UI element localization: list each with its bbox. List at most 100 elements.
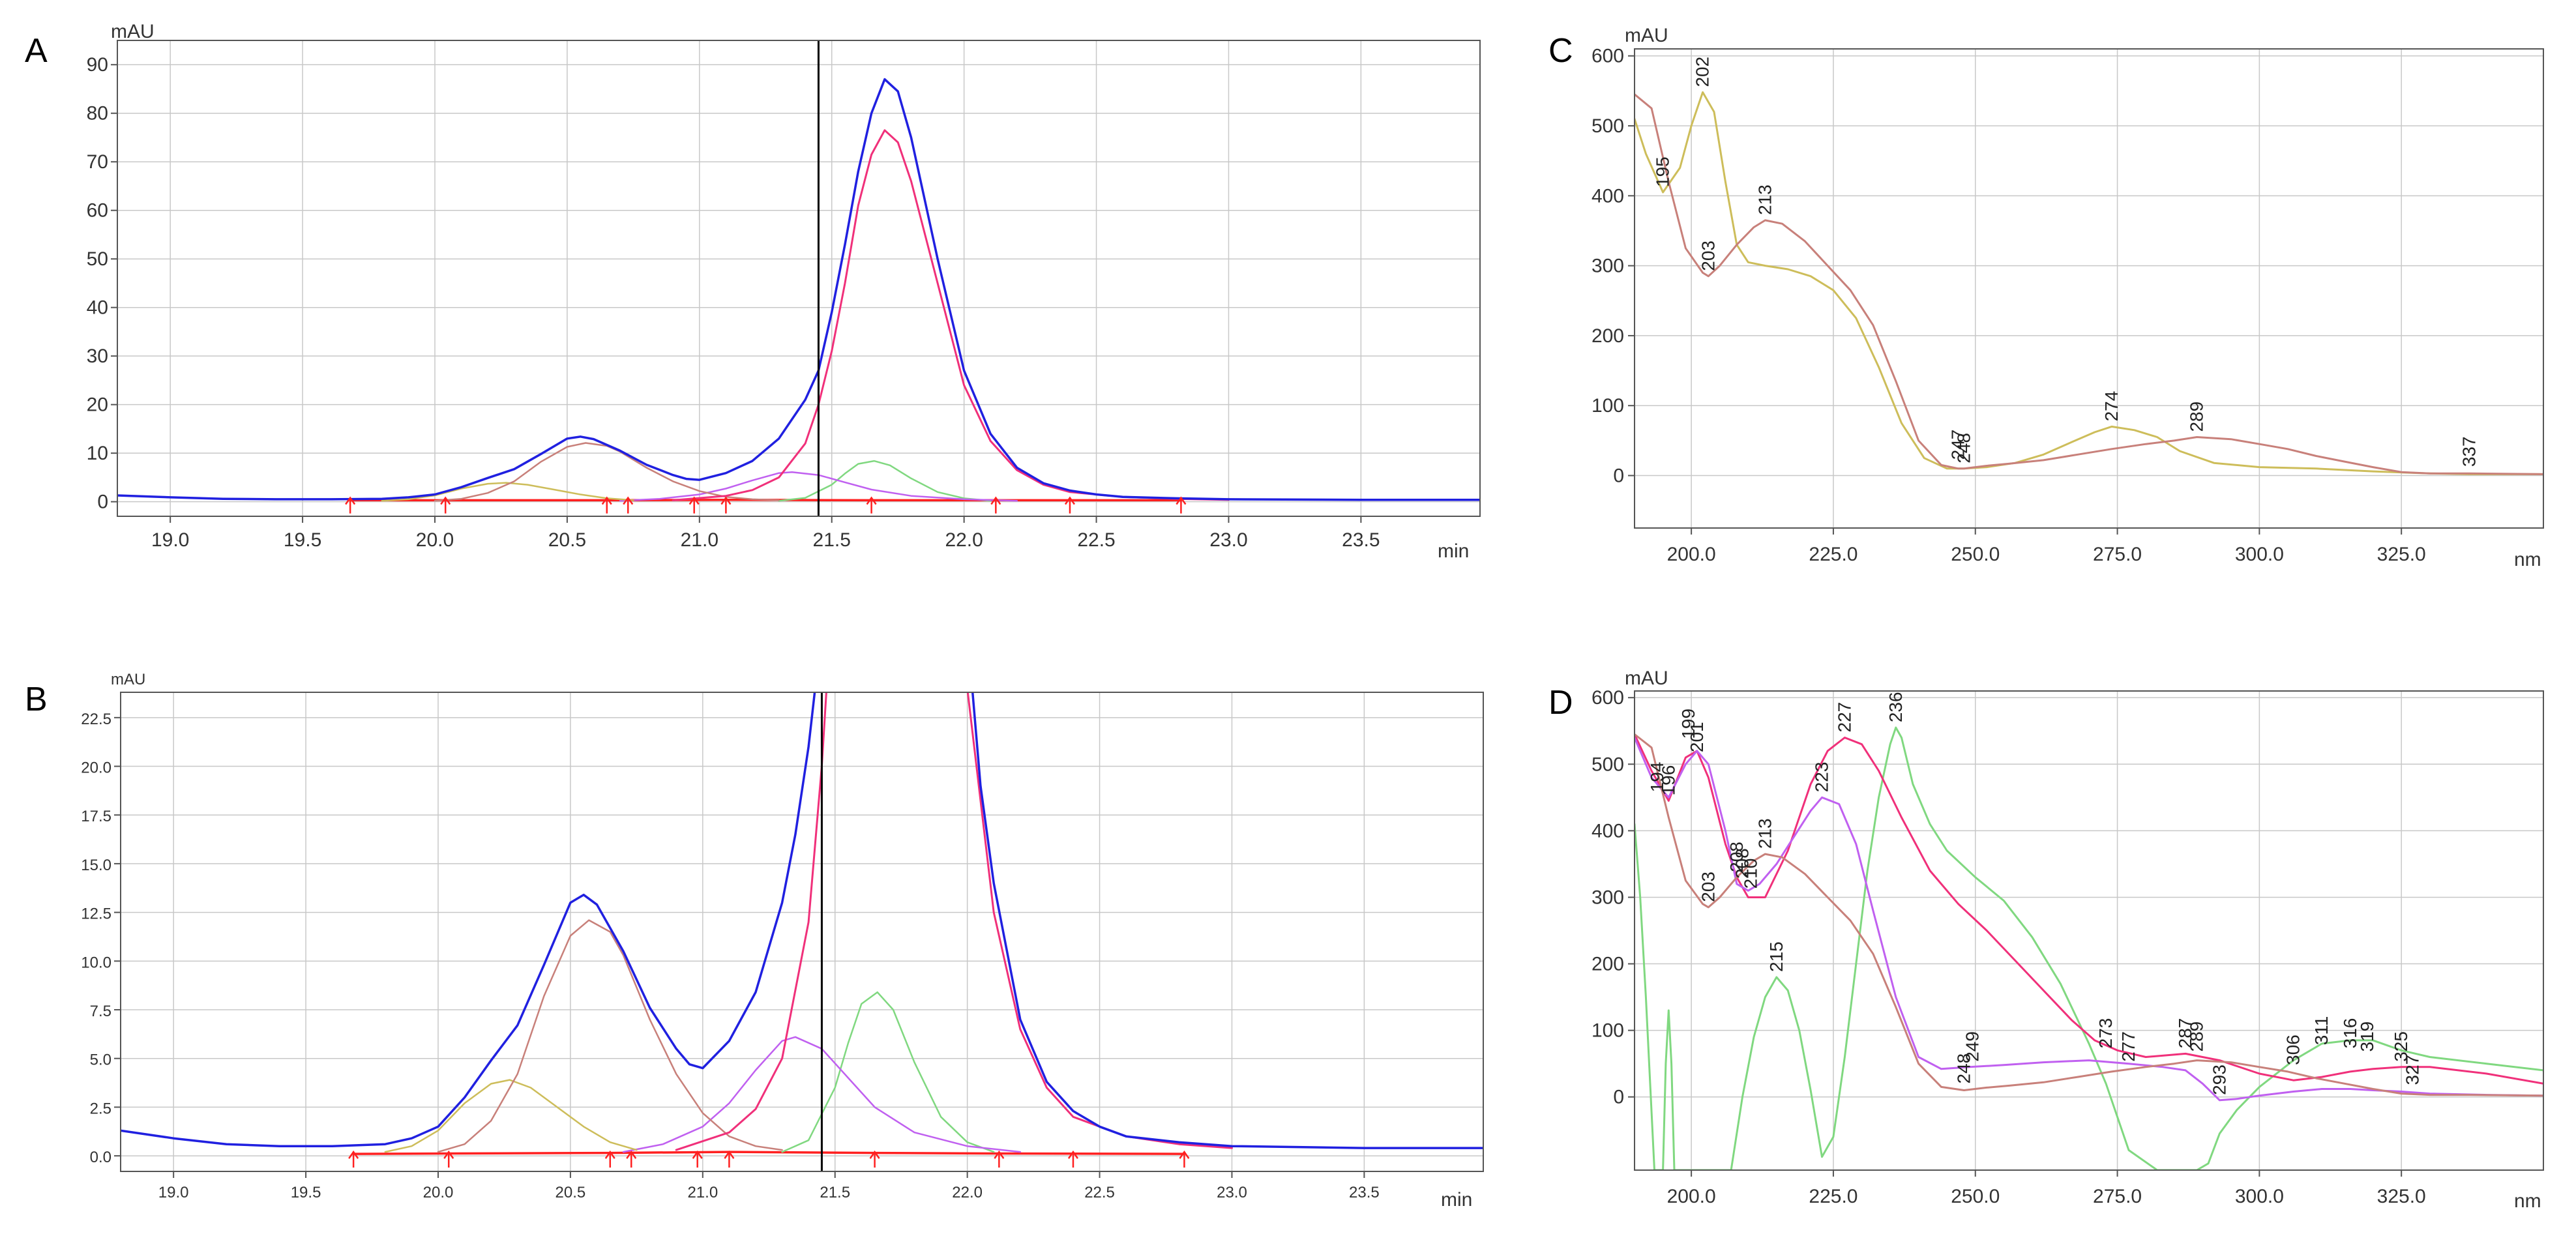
- panel-a-y-tick-label: 40: [87, 297, 108, 319]
- panel-a-y-tick-label: 30: [87, 345, 108, 367]
- panel-d-peak-label: 210: [1741, 859, 1761, 889]
- panel-d-x-tick-label: 300.0: [2235, 1186, 2284, 1207]
- panel-a-event-marker: [345, 496, 356, 514]
- panel-b-x-tick-label: 20.0: [423, 1184, 454, 1201]
- panel-b-y-tick-label: 12.5: [81, 905, 111, 923]
- panel-b-x-tick-label: 23.5: [1349, 1184, 1380, 1201]
- panel-c-y-tick-label: 200: [1591, 325, 1624, 347]
- panel-c-peak-label: 195: [1653, 156, 1673, 187]
- panel-c-x-tick-label: 300.0: [2235, 544, 2284, 565]
- panel-c-x-tick-label: 250.0: [1951, 544, 2000, 565]
- panel-b-label: B: [25, 681, 48, 718]
- panel-a-series-peak-1: [381, 482, 634, 502]
- panel-d-series: [1635, 726, 2543, 1170]
- panel-c-peak-label: 274: [2101, 391, 2122, 422]
- panel-b-event-marker: [869, 1150, 880, 1168]
- panel-b-y-tick-label: 22.5: [81, 711, 111, 728]
- panel-b-x-tick-label: 19.0: [158, 1184, 189, 1201]
- panel-a-series-peak-5: [672, 129, 1230, 501]
- panel-b-event-marker: [1179, 1150, 1190, 1168]
- panel-b-plot-frame: [120, 692, 1484, 1172]
- panel-b-x-tick-label: 23.0: [1217, 1184, 1247, 1201]
- panel-d-label: D: [1548, 684, 1573, 722]
- panel-d-series-spectrum-1: [1635, 733, 2543, 1097]
- panel-b-y-tick-label: 5.0: [90, 1051, 111, 1069]
- panel-d-peak-label: 293: [2209, 1065, 2229, 1095]
- panel-b-y-tick-label: 10.0: [81, 954, 111, 971]
- panel-a-y-tick-label: 0: [97, 492, 108, 513]
- panel-c-ticks: 200.0 225.0 250.0 275.0 300.0 325.0 0 100 200 300…: [1591, 46, 2426, 565]
- panel-b: B mAU min 19.0 19.5 20.0 20.5 21.0 21.5 22.0 22…: [25, 671, 1484, 1211]
- panel-a-series-peak-3: [619, 471, 1018, 502]
- panel-b-series-peak-1: [384, 1079, 638, 1153]
- panel-a-x-tick-label: 20.0: [416, 529, 454, 551]
- panel-b-ticks: 19.0 19.5 20.0 20.5 21.0 21.5 22.0 22.5 23.0 23.5…: [81, 711, 1379, 1201]
- panel-d-peak-label: 306: [2283, 1035, 2303, 1065]
- panel-b-series-peak-4: [781, 991, 995, 1153]
- panel-c-peak-label: 337: [2459, 436, 2480, 467]
- panel-d-peak-label: 223: [1812, 762, 1832, 793]
- panel-d-peak-label: 208: [1732, 848, 1753, 879]
- panel-a-label: A: [25, 32, 48, 70]
- panel-a-event-marker: [990, 496, 1001, 514]
- panel-c-label: C: [1548, 32, 1573, 70]
- panel-b-event-marker: [724, 1150, 735, 1168]
- panel-d-peak-label: 316: [2340, 1018, 2360, 1049]
- panel-a-series: [117, 40, 1480, 516]
- panel-b-series-baseline: [352, 1151, 1186, 1155]
- panel-c-y-tick-label: 100: [1591, 395, 1624, 417]
- panel-d-peak-label: 249: [1962, 1031, 1982, 1062]
- panel-a-event-marker: [1176, 496, 1187, 514]
- panel-d: D mAU nm 1941961992012032082082102132152…: [1548, 668, 2544, 1212]
- panel-a-x-tick-label: 22.0: [945, 529, 983, 551]
- panel-c-plot-frame: [1634, 48, 2544, 529]
- panel-a-event-marker: [623, 496, 634, 514]
- panel-a-y-tick-label: 10: [87, 443, 108, 464]
- panel-d-peak-label: 199: [1678, 709, 1698, 739]
- panel-a-x-tick-label: 21.5: [813, 529, 851, 551]
- panel-b-event-marker: [626, 1150, 637, 1168]
- panel-a-event-markers: [345, 496, 1187, 514]
- panel-b-series-peak-3: [622, 1036, 1022, 1153]
- panel-c-xlabel: nm: [2514, 549, 2541, 570]
- panel-a-x-tick-label: 19.5: [284, 529, 321, 551]
- panel-c-series-spectrum-1: [1635, 93, 2543, 475]
- panel-d-x-tick-label: 250.0: [1951, 1186, 2000, 1207]
- panel-b-y-tick-label: 2.5: [90, 1100, 111, 1117]
- panel-b-event-marker: [994, 1150, 1005, 1168]
- panel-d-y-tick-label: 200: [1591, 954, 1624, 975]
- panel-d-peak-label: 203: [1698, 872, 1718, 902]
- panel-a-y-tick-label: 70: [87, 151, 108, 173]
- panel-d-peak-label: 208: [1726, 842, 1747, 872]
- panel-b-grid: [121, 692, 1483, 1171]
- panel-d-peak-label: 273: [2095, 1018, 2116, 1049]
- panel-a-x-tick-label: 19.0: [151, 529, 189, 551]
- panel-d-peak-label: 215: [1766, 941, 1786, 972]
- panel-c-x-tick-label: 225.0: [1809, 544, 1858, 565]
- panel-b-series-total: [121, 692, 1483, 1149]
- panel-c-series-spectrum-2: [1635, 91, 2543, 475]
- panel-d-peak-label: 277: [2118, 1031, 2139, 1062]
- panel-a-x-tick-label: 22.5: [1077, 529, 1115, 551]
- panel-d-peak-label: 213: [1754, 818, 1775, 849]
- panel-b-x-tick-label: 21.0: [687, 1184, 718, 1201]
- panel-b-event-marker: [443, 1150, 454, 1168]
- panel-a-y-tick-label: 90: [87, 54, 108, 76]
- panel-d-peak-label: 311: [2311, 1016, 2332, 1046]
- panel-a: A mAU min 19.0 19.5 20.0 20.5 21.0 21.5 22.0 22…: [25, 21, 1481, 562]
- panel-a-event-marker: [688, 496, 700, 514]
- panel-c-series: [1635, 91, 2543, 475]
- panel-d-peak-label: 248: [1953, 1053, 1974, 1084]
- panel-d-peak-label: 201: [1687, 722, 1707, 752]
- panel-d-y-tick-label: 100: [1591, 1020, 1624, 1042]
- panel-a-series-peak-4: [778, 460, 992, 502]
- panel-d-peak-label: 289: [2187, 1021, 2207, 1052]
- panel-c-peak-label: 203: [1698, 241, 1718, 271]
- panel-a-xlabel: min: [1438, 540, 1469, 562]
- panel-b-x-tick-label: 22.5: [1084, 1184, 1115, 1201]
- panel-b-event-marker: [1067, 1150, 1078, 1168]
- panel-a-x-tick-label: 23.5: [1342, 529, 1380, 551]
- panel-b-y-tick-label: 15.0: [81, 857, 111, 874]
- panel-b-y-tick-label: 20.0: [81, 759, 111, 777]
